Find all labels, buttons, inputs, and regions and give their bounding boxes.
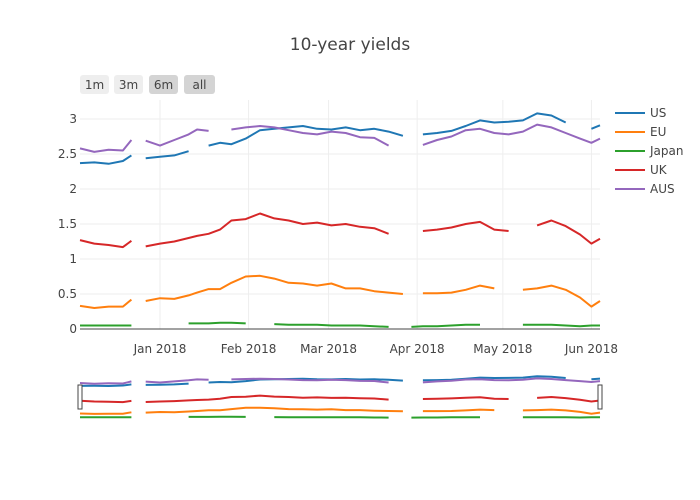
x-tick-label: Mar 2018 [300,342,357,356]
range-button-bg[interactable] [184,75,215,94]
x-tick-label: Jan 2018 [133,342,187,356]
legend-item-eu[interactable]: EU [615,125,666,139]
legend-item-aus[interactable]: AUS [615,182,675,196]
y-tick-label: 1 [69,252,77,266]
range-button-3m[interactable]: 3m [114,75,143,94]
legend-label: EU [650,125,666,139]
range-button-label[interactable]: 1m [85,78,104,92]
series-line-uk[interactable] [79,212,601,249]
y-tick-label: 2 [69,182,77,196]
legend-item-japan[interactable]: Japan [615,144,683,158]
x-axis: Jan 2018 Feb 2018 Mar 2018 Apr 2018 May 2018… [133,342,618,356]
range-button-1m[interactable]: 1m [80,75,109,94]
legend: US EU Japan UK AUS [615,106,683,196]
series-line-aus[interactable] [79,123,601,153]
chart-title: 10-year yields [290,35,411,55]
range-slider-right-handle[interactable] [597,384,603,410]
y-tick-label: 2.5 [58,147,77,161]
x-tick-label: May 2018 [473,342,532,356]
range-selector: 1m 3m 6m all [80,75,215,94]
range-slider[interactable] [77,375,603,419]
slider-line-uk [79,394,601,404]
x-tick-label: Apr 2018 [390,342,445,356]
range-button-bg[interactable] [149,75,178,94]
grid [80,100,600,330]
y-axis: 0 0.5 1 1.5 2 2.5 3 [58,112,77,336]
series-line-japan[interactable] [80,321,600,328]
range-slider-left-handle[interactable] [77,384,83,410]
y-tick-label: 1.5 [58,217,77,231]
range-button-bg[interactable] [80,75,109,94]
legend-label: UK [650,163,668,177]
slider-line-us [79,375,601,388]
series-line-eu[interactable] [79,274,601,309]
legend-label: US [650,106,666,120]
legend-label: AUS [650,182,675,196]
x-tick-label: Feb 2018 [221,342,277,356]
slider-line-japan [80,415,600,419]
range-button-label[interactable]: all [192,78,206,92]
range-button-label[interactable]: 6m [154,78,173,92]
x-tick-label: Jun 2018 [564,342,618,356]
series-line-us[interactable] [79,112,601,165]
range-button-6m[interactable]: 6m [149,75,178,94]
legend-item-uk[interactable]: UK [615,163,668,177]
range-button-all[interactable]: all [184,75,215,94]
slider-line-eu [79,406,601,415]
slider-line-aus [79,377,601,385]
legend-label: Japan [649,144,683,158]
y-tick-label: 0.5 [58,287,77,301]
range-button-bg[interactable] [114,75,143,94]
range-button-label[interactable]: 3m [119,78,138,92]
legend-item-us[interactable]: US [615,106,666,120]
y-tick-label: 3 [69,112,77,126]
y-tick-label: 0 [69,322,77,336]
plot-area[interactable] [79,112,601,328]
